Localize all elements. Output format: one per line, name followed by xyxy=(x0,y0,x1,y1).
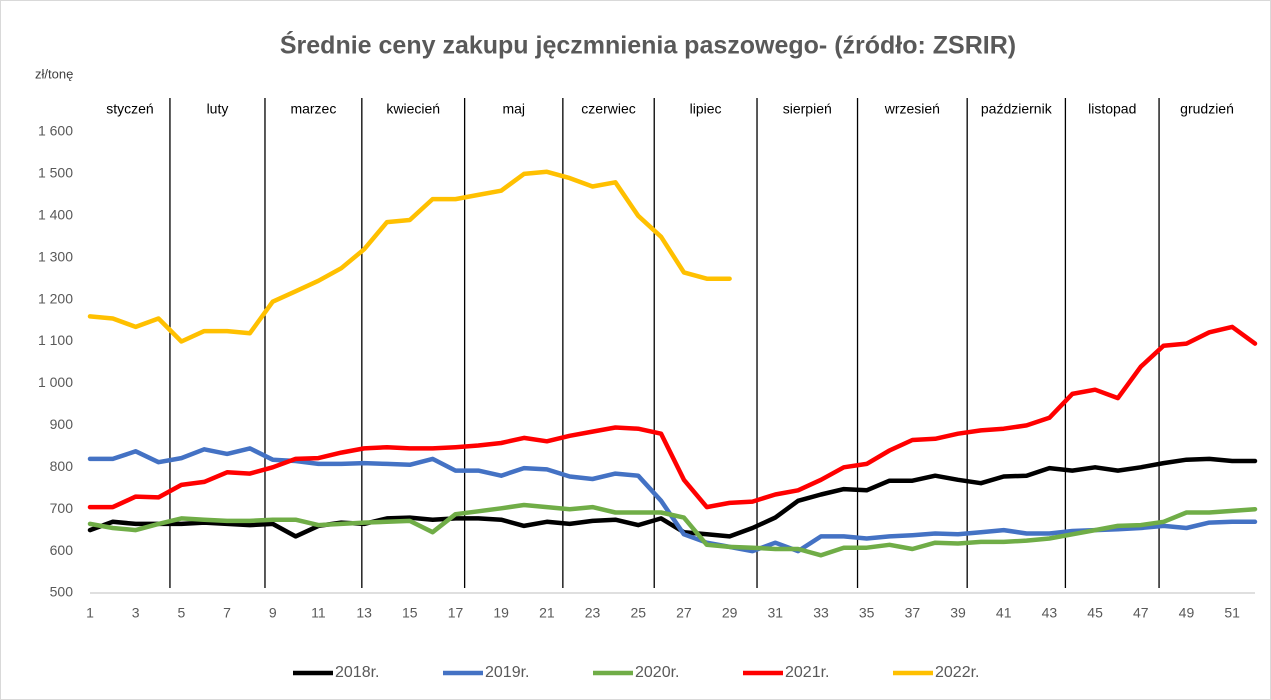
x-tick-label: 25 xyxy=(630,605,646,621)
x-tick-label: 43 xyxy=(1042,605,1058,621)
month-label: październik xyxy=(981,101,1053,117)
month-label: kwiecień xyxy=(386,101,440,117)
y-tick-label: 900 xyxy=(50,416,74,432)
month-label: czerwiec xyxy=(581,101,635,117)
y-tick-label: 1 500 xyxy=(38,165,73,181)
y-tick-label: 1 000 xyxy=(38,374,73,390)
legend-label: 2021r. xyxy=(785,664,829,681)
x-tick-label: 5 xyxy=(177,605,185,621)
x-tick-label: 39 xyxy=(950,605,966,621)
month-label: maj xyxy=(502,101,525,117)
legend-label: 2018r. xyxy=(335,664,379,681)
month-label: listopad xyxy=(1088,101,1136,117)
x-tick-label: 47 xyxy=(1133,605,1149,621)
y-tick-label: 1 200 xyxy=(38,290,73,306)
y-tick-label: 1 300 xyxy=(38,248,73,264)
x-tick-label: 9 xyxy=(269,605,277,621)
y-tick-label: 500 xyxy=(50,584,74,600)
series-line xyxy=(87,446,1258,554)
x-tick-label: 3 xyxy=(132,605,140,621)
series-line xyxy=(87,456,1258,539)
month-label: sierpień xyxy=(783,101,832,117)
y-axis-label: zł/tonę xyxy=(35,66,73,81)
x-tick-label: 31 xyxy=(768,605,784,621)
y-tick-label: 1 100 xyxy=(38,332,73,348)
x-tick-label: 33 xyxy=(813,605,829,621)
x-tick-label: 11 xyxy=(311,605,326,621)
y-tick-label: 600 xyxy=(50,542,74,558)
y-tick-label: 700 xyxy=(50,500,74,516)
series-line xyxy=(87,324,1258,510)
x-tick-label: 51 xyxy=(1224,605,1240,621)
x-tick-label: 45 xyxy=(1087,605,1103,621)
x-tick-label: 17 xyxy=(448,605,464,621)
x-tick-label: 15 xyxy=(402,605,418,621)
legend-label: 2022r. xyxy=(935,664,979,681)
x-tick-label: 49 xyxy=(1179,605,1195,621)
x-tick-label: 19 xyxy=(493,605,509,621)
x-tick-label: 35 xyxy=(859,605,875,621)
month-label: grudzień xyxy=(1180,101,1234,117)
x-tick-label: 29 xyxy=(722,605,738,621)
x-tick-label: 41 xyxy=(996,605,1012,621)
month-label: marzec xyxy=(290,101,336,117)
series-line xyxy=(87,169,732,344)
y-tick-label: 1 600 xyxy=(38,123,73,139)
x-tick-label: 27 xyxy=(676,605,692,621)
x-tick-label: 7 xyxy=(223,605,231,621)
legend-label: 2020r. xyxy=(635,664,679,681)
month-label: wrzesień xyxy=(884,101,940,117)
month-label: lipiec xyxy=(690,101,722,117)
chart-title: Średnie ceny zakupu jęczmnienia paszoweg… xyxy=(280,30,1016,60)
month-label: styczeń xyxy=(106,101,153,117)
x-tick-label: 37 xyxy=(905,605,921,621)
y-tick-label: 1 400 xyxy=(38,207,73,223)
x-tick-label: 21 xyxy=(539,605,555,621)
legend-label: 2019r. xyxy=(485,664,529,681)
x-tick-label: 23 xyxy=(585,605,601,621)
x-tick-label: 1 xyxy=(86,605,94,621)
series-line xyxy=(87,502,1258,558)
y-tick-label: 800 xyxy=(50,458,74,474)
x-tick-label: 13 xyxy=(356,605,372,621)
month-label: luty xyxy=(207,101,229,117)
